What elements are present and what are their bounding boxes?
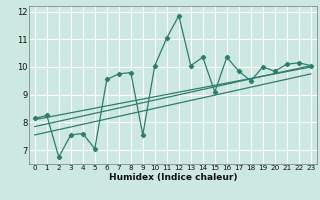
X-axis label: Humidex (Indice chaleur): Humidex (Indice chaleur) bbox=[108, 173, 237, 182]
